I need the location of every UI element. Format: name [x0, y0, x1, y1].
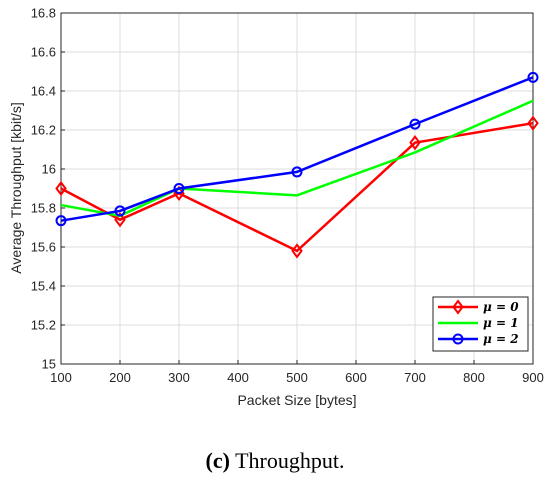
- throughput-chart: 100 200 300 400 500 600 700 800 900 1515.215.415…: [8, 6, 544, 409]
- y-tick-label: 15.8: [31, 201, 56, 216]
- figure-caption: (c) Throughput.: [0, 448, 550, 474]
- circle-marker: [173, 183, 185, 194]
- diamond-marker: [55, 180, 67, 197]
- circle-marker: [291, 166, 303, 178]
- x-tick-label: 800: [463, 370, 485, 385]
- y-tick-label: 15.4: [31, 279, 56, 294]
- circle-marker: [409, 118, 421, 130]
- diamond-marker: [409, 135, 421, 151]
- y-tick-label: 15.2: [31, 318, 56, 333]
- series-lines: [55, 71, 539, 259]
- legend: μ = 0 μ = 1 μ = 2: [432, 296, 529, 352]
- x-axis-label: Packet Size [bytes]: [237, 392, 356, 408]
- series-1: [60, 99, 534, 218]
- diamond-marker: [452, 299, 464, 315]
- y-tick-label: 15: [42, 357, 56, 372]
- y-tick-label: 16.8: [31, 6, 56, 21]
- legend-label: μ = 0: [483, 300, 519, 314]
- circle-marker: [114, 205, 126, 217]
- diamond-marker: [527, 115, 539, 131]
- x-tick-label: 600: [345, 370, 367, 385]
- legend-label: μ = 1: [483, 316, 519, 330]
- y-tick-label: 16.2: [31, 123, 56, 138]
- series-line: [60, 99, 534, 218]
- x-tick-label: 400: [227, 370, 249, 385]
- y-tick-label: 16.6: [31, 45, 56, 60]
- x-tick-label: 500: [286, 370, 308, 385]
- x-tick-label: 200: [109, 370, 131, 385]
- diamond-marker: [114, 212, 126, 228]
- x-tick-label: 300: [168, 370, 190, 385]
- y-tick-label: 16.4: [31, 84, 56, 99]
- series-2: [55, 71, 539, 227]
- y-axis-label: Average Throughput [kbit/s]: [8, 102, 24, 273]
- x-tick-labels: 100 200 300 400 500 600 700 800 900: [50, 370, 544, 385]
- y-tick-label: 16: [42, 162, 56, 177]
- caption-label: (c): [205, 448, 230, 473]
- x-tick-label: 700: [404, 370, 426, 385]
- series-line: [60, 76, 534, 222]
- y-tick-label: 15.6: [31, 240, 56, 255]
- y-tick-labels: 15 15.2 15.4 15.6 15.8 16 16.2 16.4 16.6 16.8: [31, 6, 56, 372]
- legend-label: μ = 2: [483, 332, 519, 346]
- x-tick-label: 900: [522, 370, 544, 385]
- circle-marker: [452, 333, 464, 345]
- circle-marker: [527, 71, 539, 83]
- x-tick-label: 100: [50, 370, 72, 385]
- diamond-marker: [291, 243, 303, 259]
- circle-marker: [55, 215, 67, 227]
- caption-text: Throughput.: [229, 448, 345, 473]
